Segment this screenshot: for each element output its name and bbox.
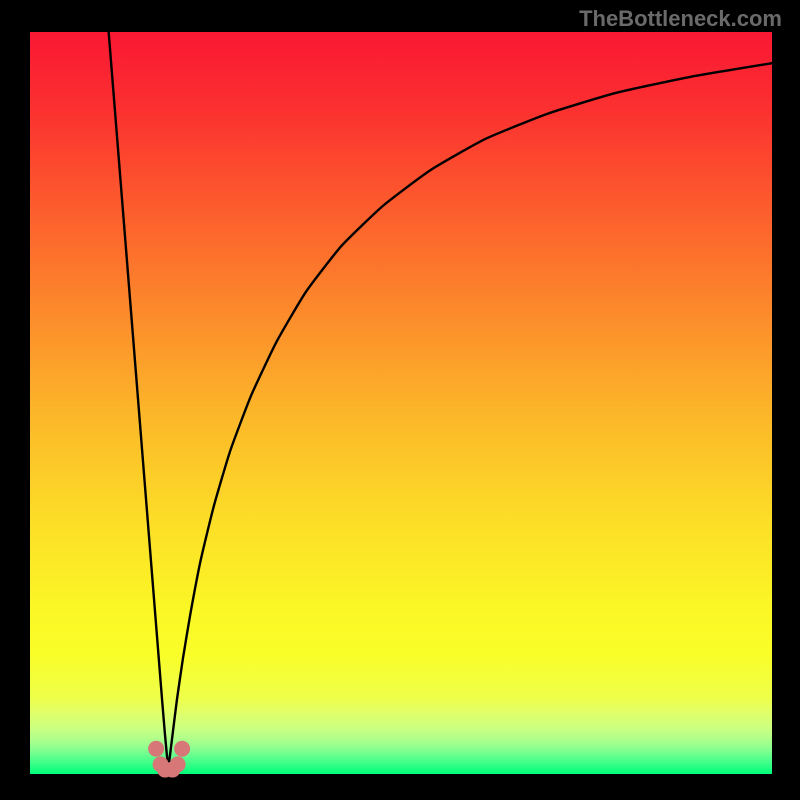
watermark-text: TheBottleneck.com (579, 6, 782, 32)
minimum-marker (174, 741, 190, 757)
chart-stage: TheBottleneck.com (0, 0, 800, 800)
minimum-marker (170, 756, 186, 772)
bottleneck-curve (109, 32, 772, 768)
bottleneck-curve-svg (30, 32, 772, 774)
plot-area (30, 32, 772, 774)
minimum-marker (148, 741, 164, 757)
